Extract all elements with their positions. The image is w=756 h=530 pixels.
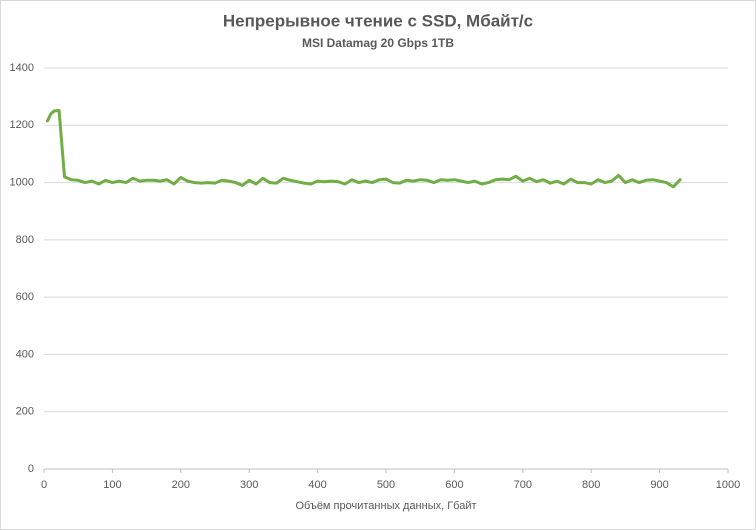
x-tick-label: 800 (582, 479, 600, 491)
x-tick-label: 300 (240, 479, 258, 491)
x-tick-label: 600 (445, 479, 463, 491)
x-tick-label: 1000 (716, 479, 740, 491)
y-tick-label: 1200 (10, 119, 34, 131)
y-tick-label: 200 (16, 406, 34, 418)
y-tick-label: 600 (16, 291, 34, 303)
x-tick-label: 500 (377, 479, 395, 491)
data-line (45, 108, 682, 189)
y-tick-label: 800 (16, 234, 34, 246)
x-tick-label: 100 (103, 479, 121, 491)
x-axis-label: Объём прочитанных данных, Гбайт (295, 500, 476, 512)
y-tick-label: 400 (16, 348, 34, 360)
y-tick-label: 1400 (10, 62, 34, 74)
chart-title: Непрерывное чтение с SSD, Мбайт/с (223, 11, 533, 30)
chart-subtitle: MSI Datamag 20 Gbps 1TB (302, 36, 454, 50)
x-tick-label: 900 (650, 479, 668, 491)
x-tick-label: 700 (514, 479, 532, 491)
x-tick-label: 200 (172, 479, 190, 491)
y-tick-label: 0 (28, 463, 34, 475)
y-tick-label: 1000 (10, 176, 34, 188)
x-tick-label: 0 (41, 479, 47, 491)
x-tick-label: 400 (308, 479, 326, 491)
